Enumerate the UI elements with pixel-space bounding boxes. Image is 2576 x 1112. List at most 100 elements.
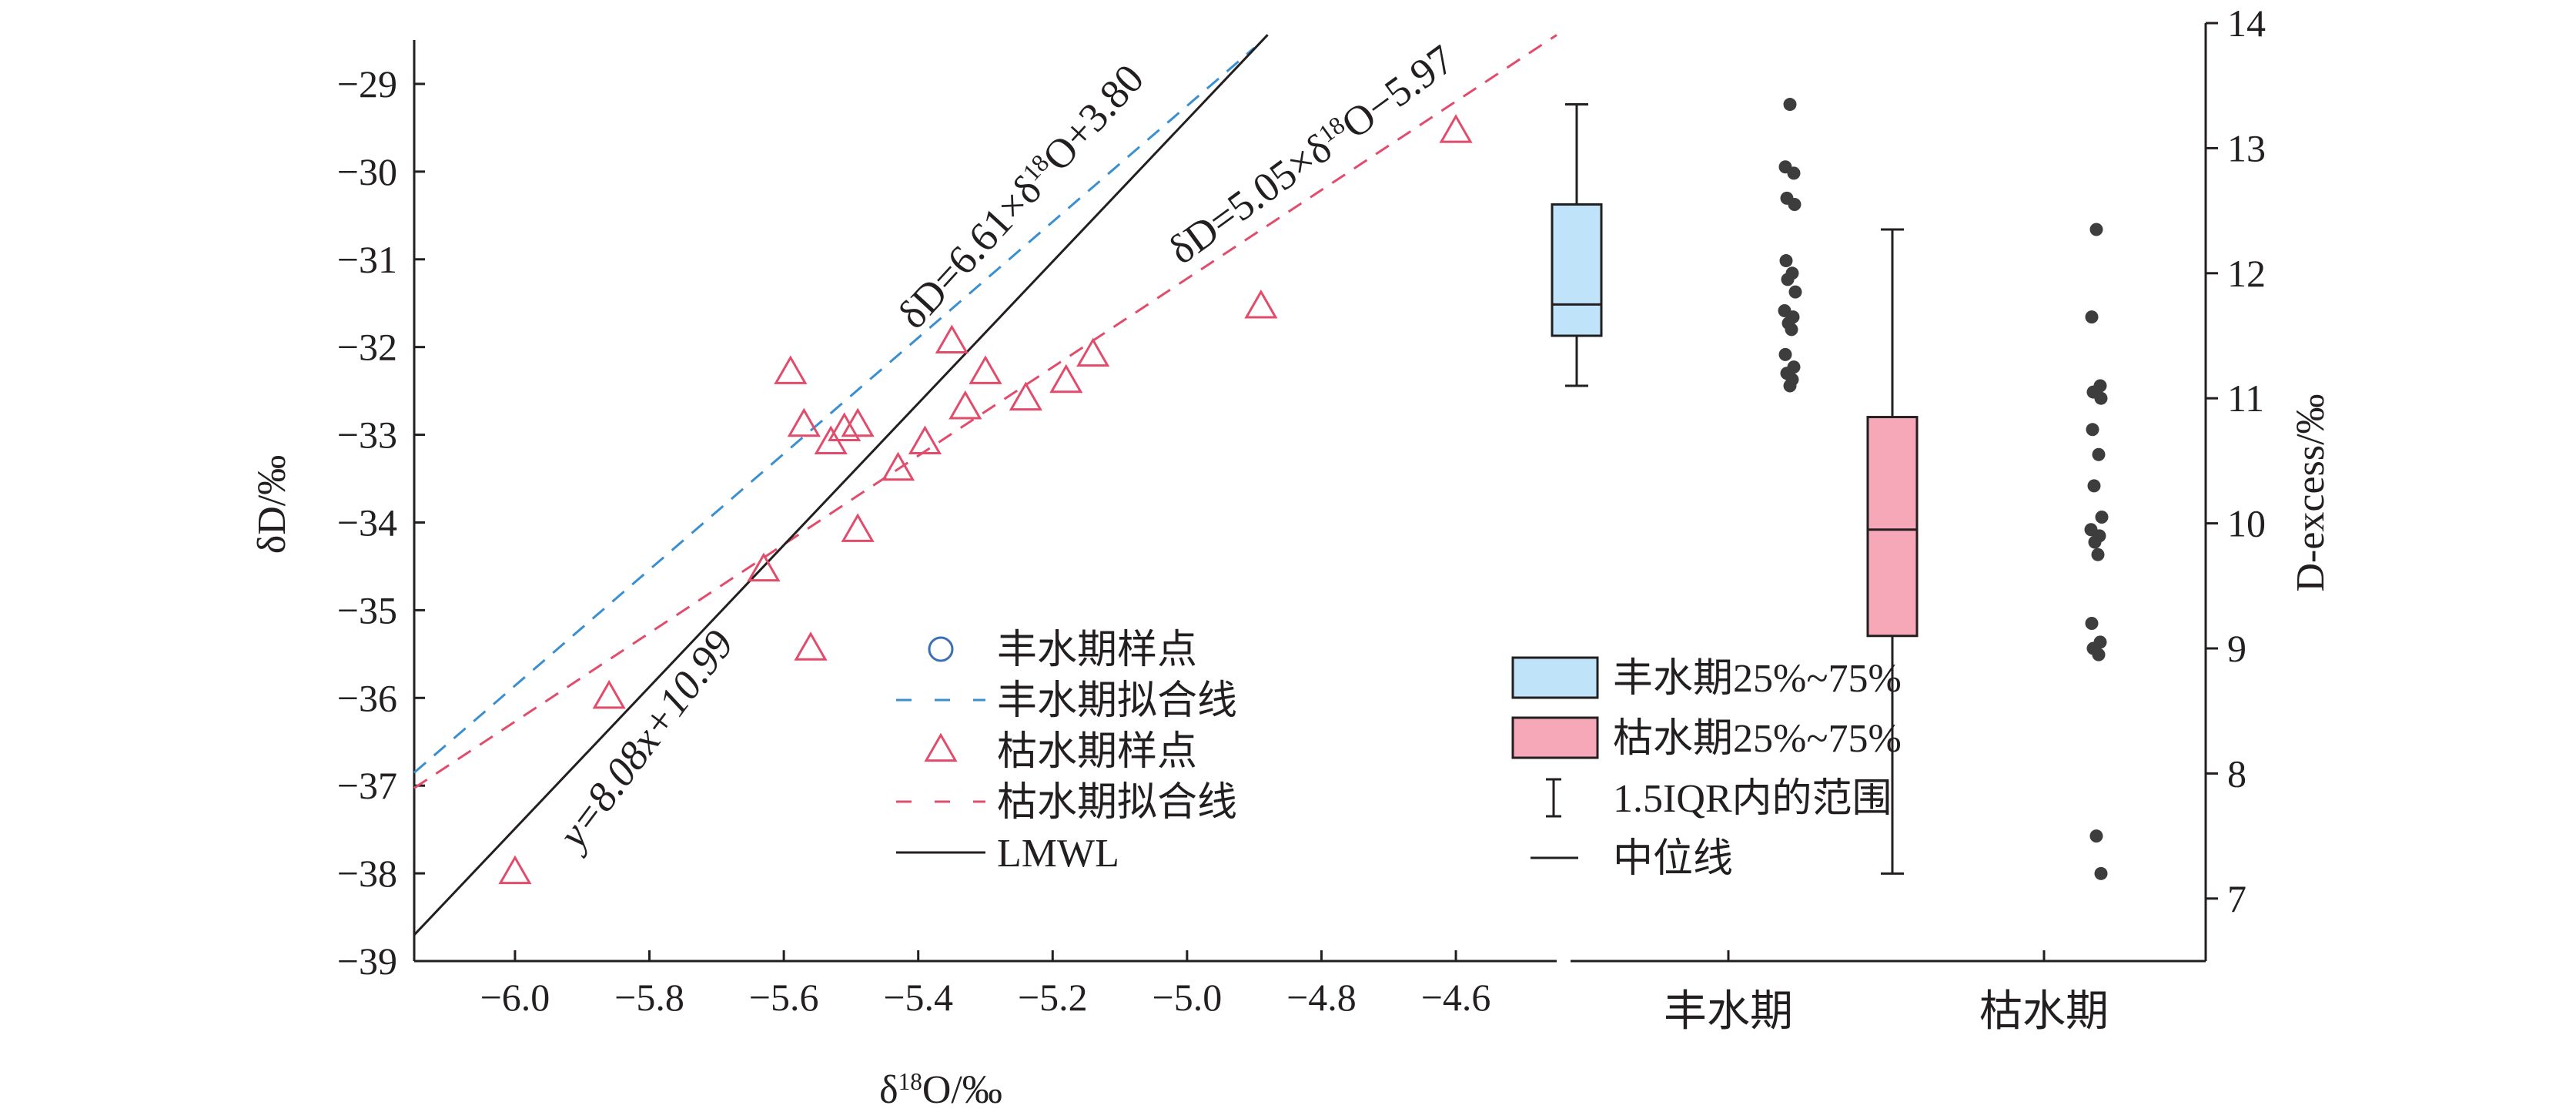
x-tick-label: −4.6 bbox=[1421, 976, 1491, 1019]
x-tick-label: −5.6 bbox=[749, 976, 819, 1019]
right-y-tick-label: 10 bbox=[2227, 502, 2266, 545]
y-tick-label: −30 bbox=[337, 150, 397, 193]
d-excess-point bbox=[1788, 285, 1802, 299]
dry-fit-equation: δD=5.05×δ18O−5.97 bbox=[1160, 36, 1463, 273]
box-dry bbox=[1866, 223, 2109, 880]
x-tick-label: −5.2 bbox=[1018, 976, 1088, 1019]
legend-box-marker bbox=[1511, 656, 1599, 699]
left-ticks: −6.0 −5.8 −5.6 −5.4 −5.2 −5.0 −4.8 −4.6 −39 −38 −3… bbox=[337, 62, 1491, 1019]
y-tick-label: −32 bbox=[337, 326, 397, 369]
x-tick-label: −5.8 bbox=[614, 976, 684, 1019]
scatter-points bbox=[498, 114, 1473, 885]
x-tick-label: −5.4 bbox=[883, 976, 953, 1019]
right-y-axis-title: D-excess/‰ bbox=[2289, 394, 2333, 591]
axes bbox=[413, 23, 2207, 963]
lmwl-equation: y=8.08x+10.99 bbox=[547, 621, 743, 859]
dry-season-point bbox=[787, 407, 821, 437]
dry-season-point bbox=[592, 679, 626, 709]
legend-triangle-marker bbox=[924, 732, 958, 762]
category-label: 枯水期 bbox=[1979, 988, 2109, 1036]
y-tick-label: −29 bbox=[337, 62, 397, 106]
d-excess-point bbox=[2086, 423, 2099, 437]
dry-season-point bbox=[935, 324, 969, 354]
y-tick-label: −39 bbox=[337, 940, 397, 983]
dry-season-point bbox=[881, 451, 915, 481]
dry-season-point bbox=[1439, 114, 1473, 143]
d-excess-point bbox=[2089, 829, 2103, 843]
legend-label: 枯水期25%~75% bbox=[1613, 717, 1902, 761]
right-y-tick-label: 14 bbox=[2227, 2, 2266, 45]
d-excess-point bbox=[1781, 273, 1795, 286]
right-y-tick-label: 9 bbox=[2227, 627, 2246, 670]
right-y-tick-label: 13 bbox=[2227, 126, 2266, 169]
d-excess-point bbox=[1787, 166, 1801, 180]
d-excess-point bbox=[2085, 310, 2099, 324]
dry-fit-line bbox=[413, 34, 1557, 789]
right-y-tick-label: 12 bbox=[2227, 252, 2266, 295]
legend-label: 1.5IQR内的范围 bbox=[1613, 777, 1892, 821]
legend-box-marker bbox=[1511, 716, 1599, 759]
d-excess-point bbox=[2091, 548, 2105, 561]
d-excess-point bbox=[1778, 347, 1792, 361]
category-ticks: 丰水期 枯水期 bbox=[1664, 950, 2109, 1036]
dry-season-point bbox=[774, 355, 808, 384]
d-excess-point bbox=[2094, 391, 2108, 405]
legend-circle-marker bbox=[928, 636, 954, 662]
dry-season-point bbox=[948, 390, 982, 420]
d-excess-point bbox=[2089, 223, 2103, 236]
dry-season-point bbox=[908, 425, 942, 455]
dry-season-point bbox=[828, 412, 861, 441]
d-excess-point bbox=[2094, 866, 2108, 880]
d-excess-point bbox=[1779, 254, 1793, 268]
legend-label: 枯水期拟合线 bbox=[997, 781, 1237, 825]
x-tick-label: −4.8 bbox=[1286, 976, 1357, 1019]
box-plots bbox=[1551, 98, 2109, 880]
y-axis-title: δD/‰ bbox=[250, 455, 294, 554]
dry-season-point bbox=[1009, 381, 1042, 411]
category-label: 丰水期 bbox=[1664, 988, 1793, 1036]
d-excess-point bbox=[1788, 197, 1802, 211]
x-axis-title: δ18O/‰ bbox=[879, 1068, 1002, 1112]
dry-season-point bbox=[841, 513, 875, 542]
d-excess-point bbox=[1783, 98, 1797, 112]
y-tick-label: −34 bbox=[337, 501, 397, 544]
y-tick-label: −37 bbox=[337, 764, 397, 807]
d-excess-point bbox=[2088, 535, 2102, 549]
y-tick-label: −33 bbox=[337, 414, 397, 457]
y-tick-label: −36 bbox=[337, 676, 397, 719]
legend-label: LMWL bbox=[997, 832, 1119, 876]
right-ticks: 7 8 9 10 11 12 13 14 bbox=[2206, 2, 2266, 920]
fit-lines bbox=[413, 34, 1557, 936]
y-tick-label: −31 bbox=[337, 238, 397, 281]
legend-label: 枯水期样点 bbox=[997, 730, 1197, 774]
d-excess-point bbox=[2095, 510, 2109, 524]
dry-season-point bbox=[1244, 289, 1278, 319]
right-y-tick-label: 7 bbox=[2227, 877, 2246, 920]
d-excess-point bbox=[2092, 648, 2106, 662]
box-wet bbox=[1551, 98, 1802, 393]
dry-season-point bbox=[1049, 363, 1083, 394]
dry-season-point bbox=[1076, 337, 1110, 367]
y-tick-label: −38 bbox=[337, 852, 397, 895]
right-y-tick-label: 11 bbox=[2227, 377, 2264, 420]
legend-label: 丰水期拟合线 bbox=[997, 679, 1237, 723]
dry-season-point bbox=[841, 407, 875, 437]
dry-season-point bbox=[794, 631, 828, 661]
legend-label: 中位线 bbox=[1613, 837, 1733, 881]
iqr-box bbox=[1866, 416, 1919, 638]
dry-season-point bbox=[747, 552, 781, 582]
wet-fit-line bbox=[413, 47, 1256, 774]
right-y-tick-label: 8 bbox=[2227, 752, 2246, 795]
lmwl-line bbox=[413, 34, 1269, 936]
d-excess-point bbox=[2085, 617, 2099, 631]
d-excess-point bbox=[1783, 379, 1797, 393]
iqr-box bbox=[1551, 203, 1603, 337]
legend-label: 丰水期样点 bbox=[997, 628, 1197, 672]
x-tick-label: −6.0 bbox=[480, 976, 550, 1019]
d-excess-point bbox=[2092, 447, 2106, 461]
d-excess-point bbox=[1785, 323, 1798, 337]
d-excess-point bbox=[2087, 479, 2101, 493]
